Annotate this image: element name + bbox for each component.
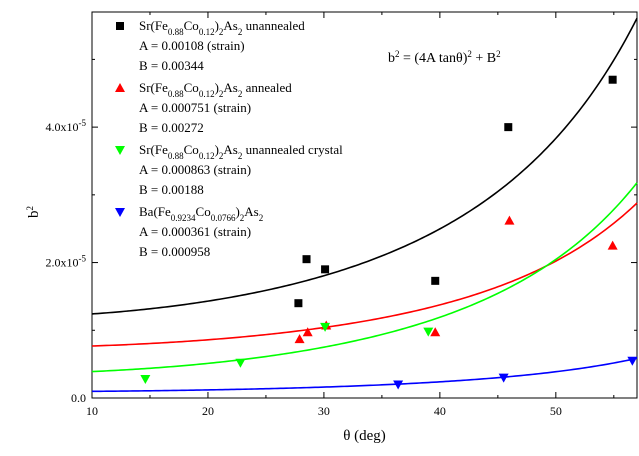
data-point [320, 322, 331, 332]
data-point [302, 255, 311, 264]
fit-curve [91, 182, 638, 373]
plot-frame [91, 11, 638, 399]
data-point [607, 240, 618, 250]
data-point [627, 356, 638, 366]
y-axis-title: b2 [25, 206, 42, 218]
data-point [294, 334, 305, 344]
legend-entry-param: B = 0.000958 [139, 244, 210, 259]
legend-entry-param: A = 0.00108 (strain) [139, 38, 245, 53]
data-point [393, 380, 404, 390]
x-axis-title: θ (deg) [343, 428, 386, 444]
y-tick-label: 4.0x10-5 [46, 118, 87, 134]
legend-entry-name: Sr(Fe0.88Co0.12)2As2 unannealed crystal [139, 142, 343, 161]
data-point [302, 327, 313, 337]
data-point [423, 327, 434, 337]
data-point [140, 375, 151, 385]
legend-entry-param: B = 0.00272 [139, 120, 204, 135]
axis-titles: θ (deg) b2 [25, 206, 386, 444]
legend-entry-param: A = 0.000863 (strain) [139, 162, 251, 177]
data-point [504, 123, 513, 132]
x-tick-label: 50 [550, 404, 562, 418]
legend-entry-name: Sr(Fe0.88Co0.12)2As2 unannealed [139, 18, 305, 37]
x-tick-label: 40 [434, 404, 446, 418]
data-point [294, 299, 303, 308]
data-point [504, 215, 515, 225]
legend-entry-param: A = 0.000361 (strain) [139, 224, 251, 239]
data-point [321, 265, 330, 274]
data-point [498, 373, 509, 383]
data-point [235, 358, 246, 368]
formula-text: b2 = (4A tanθ)2 + B2 [388, 49, 501, 66]
legend-entry-param: B = 0.00344 [139, 58, 204, 73]
data-point [431, 276, 440, 285]
x-tick-label: 30 [318, 404, 330, 418]
fit-formula: b2 = (4A tanθ)2 + B2 [388, 49, 501, 66]
axis-ticks: 10 20 30 40 50 0.0 2.0x10-5 4.0x10-5 [46, 12, 637, 418]
fit-curve [91, 357, 638, 393]
data-point [608, 75, 617, 84]
data-points [140, 75, 638, 390]
legend-entry-name: Ba(Fe0.9234Co0.0766)2As2 [139, 204, 263, 223]
legend-entry-name: Sr(Fe0.88Co0.12)2As2 annealed [139, 80, 292, 99]
data-point [430, 327, 441, 337]
legend-entry-param: B = 0.00188 [139, 182, 204, 197]
x-tick-label: 10 [86, 404, 98, 418]
legend-marker [115, 83, 125, 92]
fit-curves [91, 17, 638, 393]
legend-marker [115, 146, 125, 155]
legend-marker [115, 208, 125, 217]
legend-entry-param: A = 0.000751 (strain) [139, 100, 251, 115]
y-tick-label: 0.0 [71, 391, 86, 405]
y-tick-label: 2.0x10-5 [46, 254, 87, 270]
fit-curve [91, 17, 638, 315]
legend-marker [116, 22, 124, 30]
x-tick-label: 20 [202, 404, 214, 418]
